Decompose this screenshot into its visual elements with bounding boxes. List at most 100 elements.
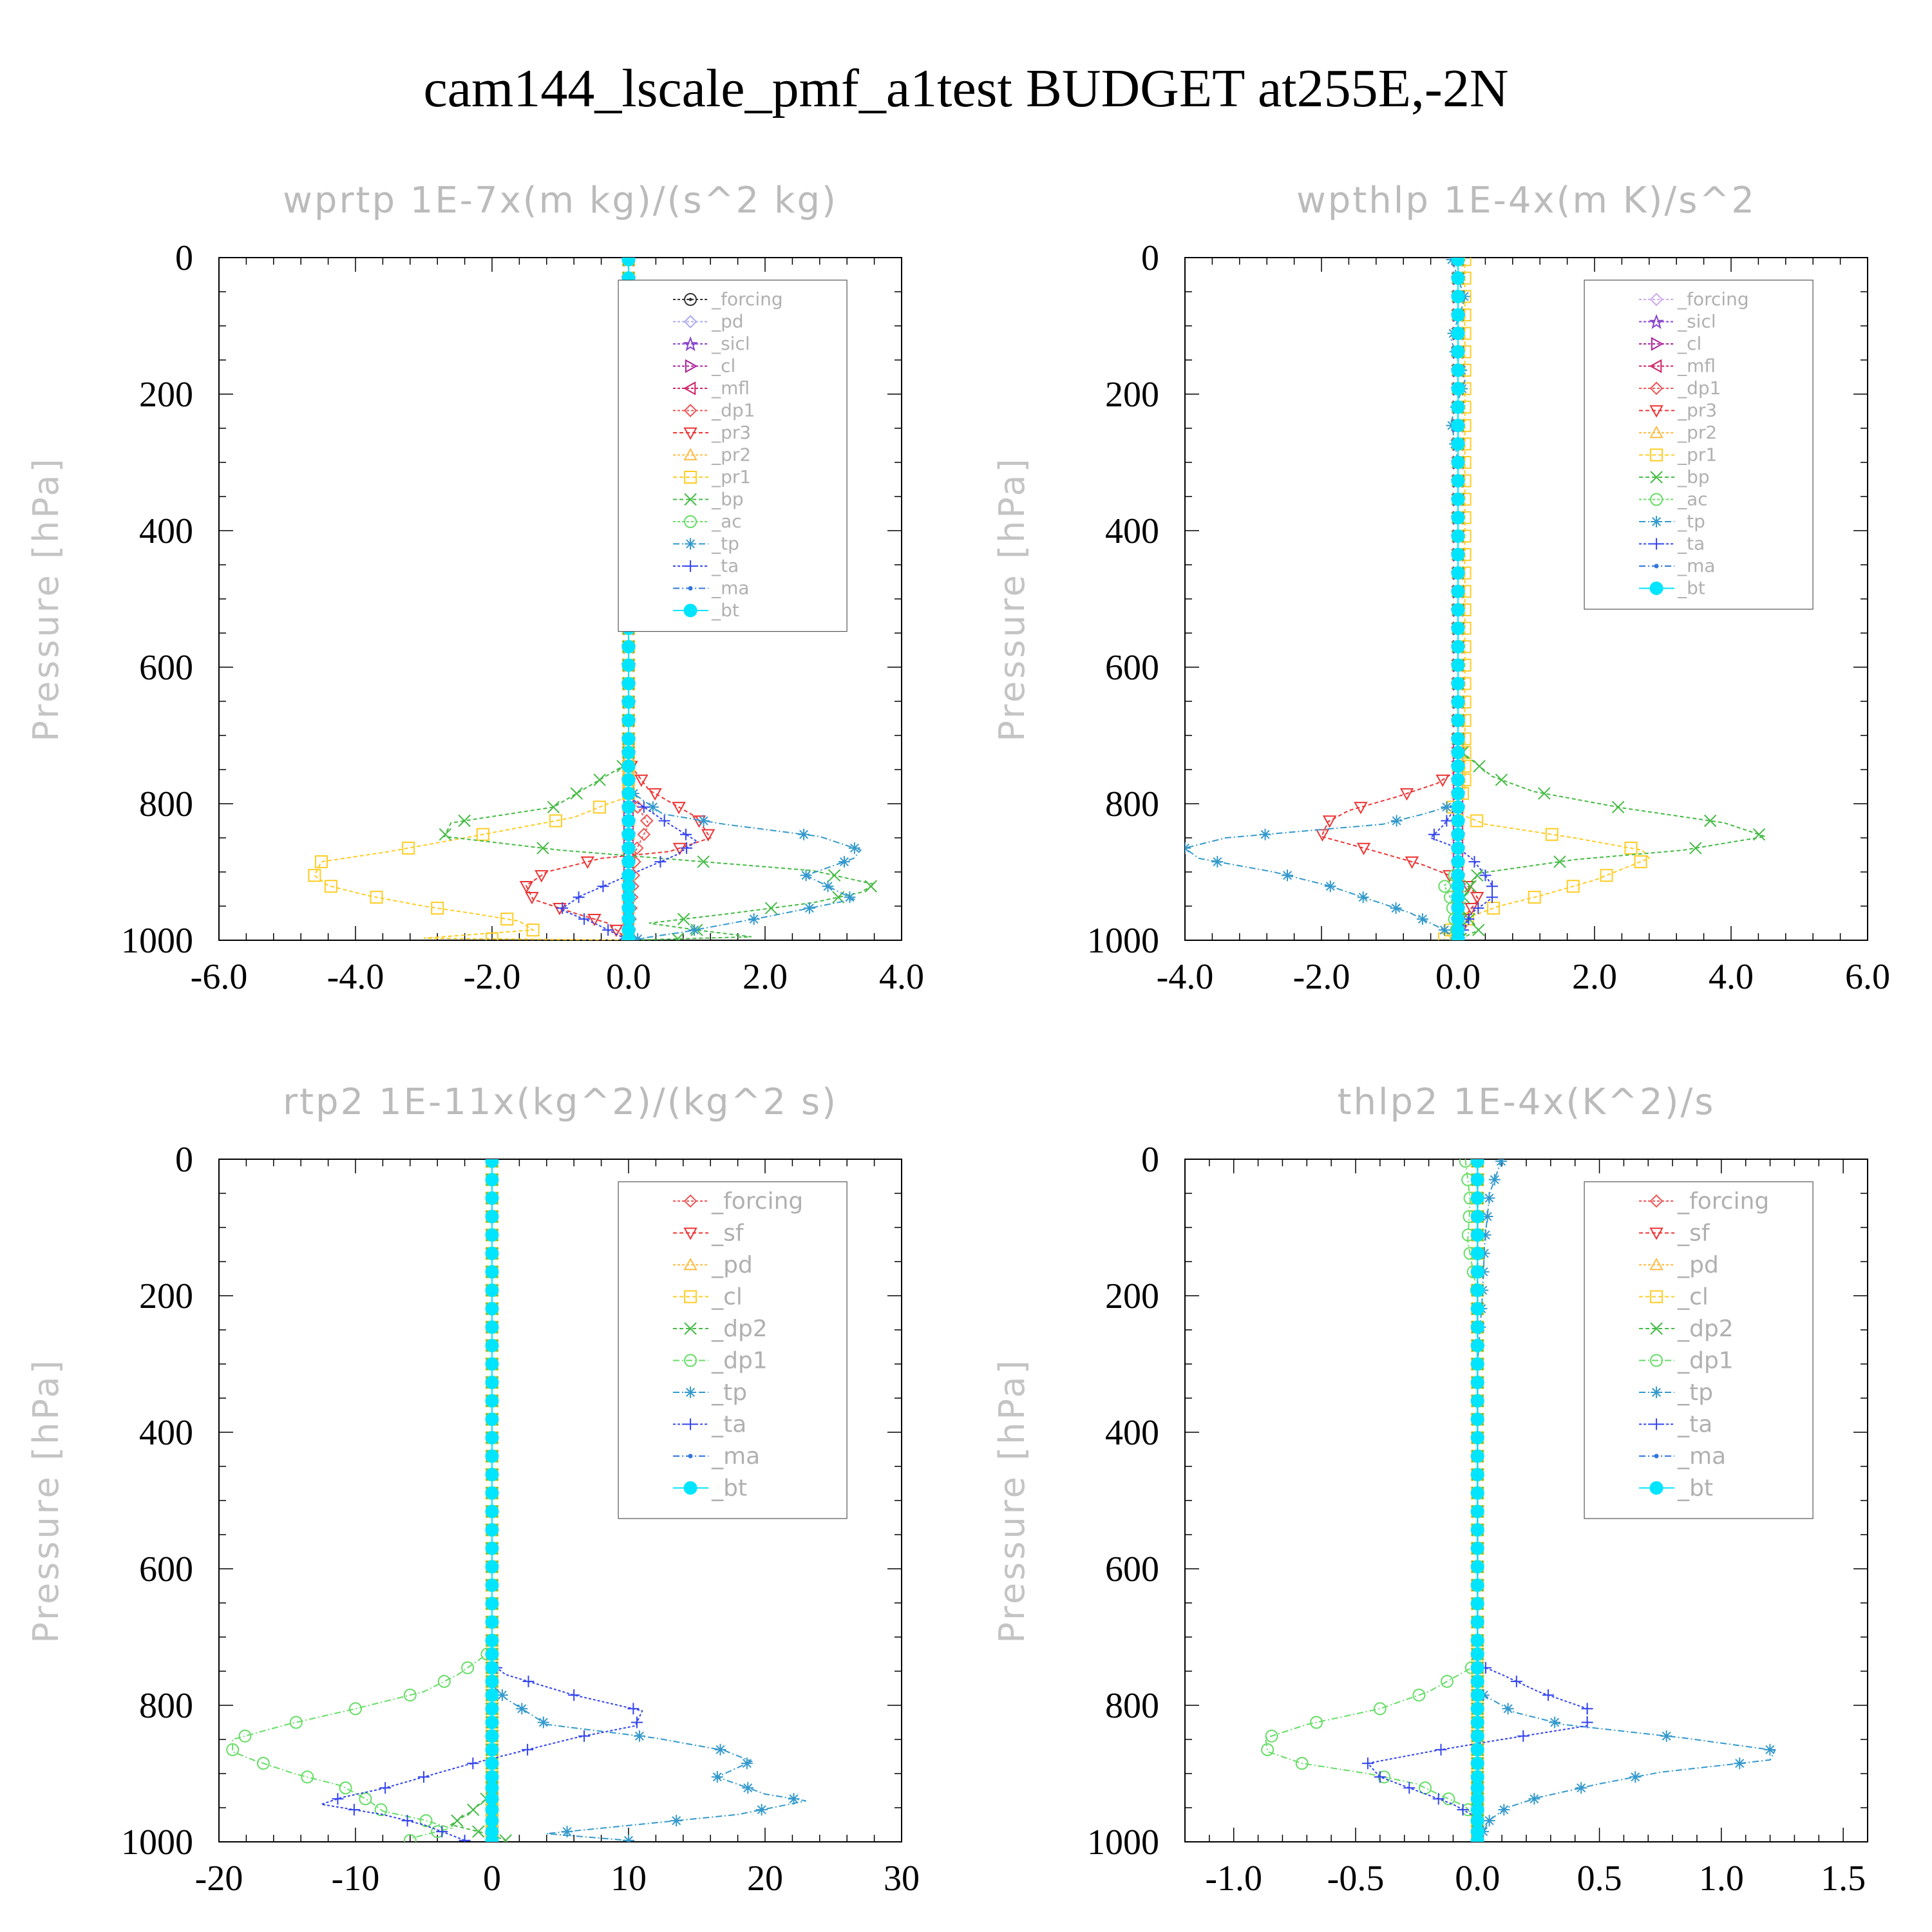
legend-label: _pd: [711, 311, 744, 332]
legend-label: _bt: [711, 600, 739, 621]
legend-marker: [1649, 425, 1663, 439]
data-point: [1660, 1730, 1672, 1742]
series-line: [314, 258, 629, 940]
data-point: [1470, 1412, 1484, 1426]
data-point: [1470, 1468, 1484, 1482]
x-tick-label: 0: [483, 1859, 501, 1899]
legend-item: _pd: [1639, 1252, 1719, 1278]
data-point: [697, 815, 710, 827]
data-point: [1486, 891, 1498, 904]
data-point: [522, 1675, 535, 1687]
data-point: [1211, 856, 1224, 868]
legend-marker: [683, 1481, 697, 1495]
legend-item: _pd: [673, 311, 744, 332]
data-point: [1451, 511, 1465, 525]
data-point: [1259, 828, 1271, 840]
data-point: [1470, 1376, 1484, 1390]
legend-marker: [688, 586, 693, 591]
legend-item: _bt: [1639, 578, 1705, 599]
data-point: [1390, 902, 1402, 914]
legend-label: _mfl: [1677, 355, 1716, 377]
data-point: [370, 891, 383, 904]
data-point: [1373, 1702, 1387, 1716]
data-point: [537, 1716, 549, 1728]
data-point: [1451, 603, 1465, 617]
figure-title: cam144_lscale_pmf_a1test BUDGET at255E,-…: [423, 59, 1508, 118]
data-point: [1470, 1191, 1484, 1205]
data-point: [1451, 529, 1465, 543]
legend-label: _sf: [1677, 1220, 1710, 1247]
data-point: [1470, 1173, 1484, 1187]
data-point: [621, 814, 636, 828]
x-tick-label: -4.0: [327, 957, 384, 997]
data-point: [1488, 1173, 1501, 1186]
data-point: [485, 1504, 499, 1519]
data-point: [556, 902, 569, 914]
data-point: [485, 1716, 499, 1729]
data-point: [621, 658, 636, 672]
panel-title: wprtp 1E-7x(m kg)/(s^2 kg): [283, 180, 838, 222]
legend-label: _mfl: [711, 377, 750, 399]
data-point: [658, 815, 670, 827]
y-tick-label: 400: [1105, 511, 1159, 551]
data-point: [349, 1702, 362, 1716]
y-axis-label: Pressure [hPa]: [992, 456, 1032, 741]
plot-area: [1185, 258, 1766, 940]
legend-item: _forcing: [1639, 289, 1749, 310]
data-point: [1470, 1265, 1484, 1279]
legend-item: _ma: [1639, 555, 1716, 576]
data-point: [1581, 1703, 1593, 1715]
legend-item: _bp: [1639, 466, 1710, 488]
data-point: [485, 1674, 499, 1689]
legend-item: _pr3: [673, 422, 751, 443]
legend-item: _pr1: [673, 466, 751, 488]
data-point: [621, 828, 636, 842]
data-point: [638, 801, 650, 813]
series-line: [1429, 258, 1493, 940]
legend-marker: [1649, 1481, 1663, 1495]
data-point: [485, 1159, 499, 1168]
data-point: [485, 1265, 499, 1279]
legend-item: _sf: [673, 1220, 744, 1247]
data-point: [485, 1633, 499, 1647]
x-tick-label: 6.0: [1845, 957, 1890, 997]
data-point: [439, 828, 452, 841]
legend-marker: [1651, 538, 1663, 550]
legend-marker: [1651, 337, 1664, 351]
data-point: [672, 802, 686, 815]
legend-marker: [683, 1194, 697, 1208]
data-point: [838, 856, 850, 868]
series-line: [558, 258, 698, 940]
legend-marker: [685, 538, 697, 550]
y-tick-label: 800: [139, 784, 193, 824]
data-point: [485, 1228, 499, 1242]
legend-label: _dp2: [1677, 1316, 1734, 1342]
data-point: [485, 1283, 499, 1298]
series_bt: [485, 1159, 499, 1842]
data-point: [1310, 1716, 1323, 1729]
panel-title: thlp2 1E-4x(K^2)/s: [1338, 1081, 1716, 1123]
data-point: [1689, 842, 1702, 855]
legend-item: _pr3: [1639, 400, 1717, 421]
data-point: [1451, 492, 1465, 506]
data-point: [547, 800, 560, 814]
data-point: [1470, 1661, 1484, 1675]
data-point: [485, 1302, 499, 1316]
data-point: [741, 1757, 753, 1770]
legend-marker: [1651, 1418, 1663, 1430]
data-point: [1634, 855, 1647, 869]
x-tick-label: 2.0: [1572, 957, 1617, 997]
data-point: [864, 880, 878, 893]
data-point: [621, 714, 636, 728]
data-point: [621, 841, 636, 855]
data-point: [339, 1781, 352, 1795]
data-point: [1495, 1159, 1508, 1168]
data-point: [1486, 880, 1498, 893]
data-point: [755, 1804, 768, 1816]
series-line: [1264, 1159, 1479, 1842]
data-point: [1440, 1674, 1454, 1688]
y-tick-label: 200: [1105, 375, 1159, 415]
data-point: [1734, 1757, 1746, 1770]
data-point: [1403, 1782, 1416, 1794]
data-point: [535, 870, 549, 883]
